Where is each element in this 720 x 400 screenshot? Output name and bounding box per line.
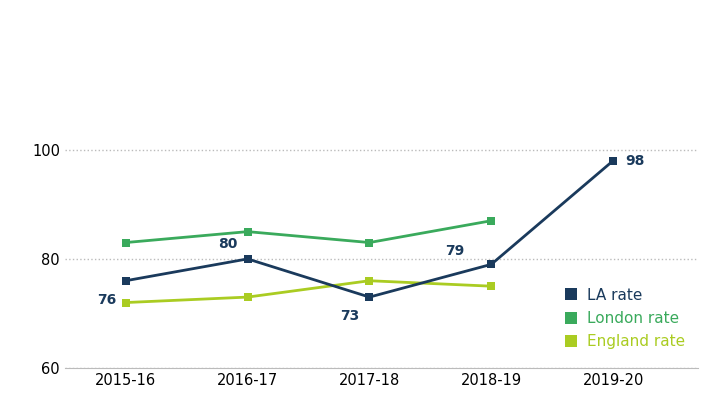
Text: 73: 73	[341, 309, 360, 323]
Text: 76: 76	[96, 293, 116, 307]
Legend: LA rate, London rate, England rate: LA rate, London rate, England rate	[559, 282, 690, 356]
Text: 80: 80	[218, 237, 238, 251]
Text: 98: 98	[625, 154, 644, 168]
Text: 79: 79	[445, 244, 464, 258]
Text: CLAaged 5 to 16 and in care for at least 12 months
with an SDQ score (%): CLAaged 5 to 16 and in care for at least…	[18, 34, 618, 81]
